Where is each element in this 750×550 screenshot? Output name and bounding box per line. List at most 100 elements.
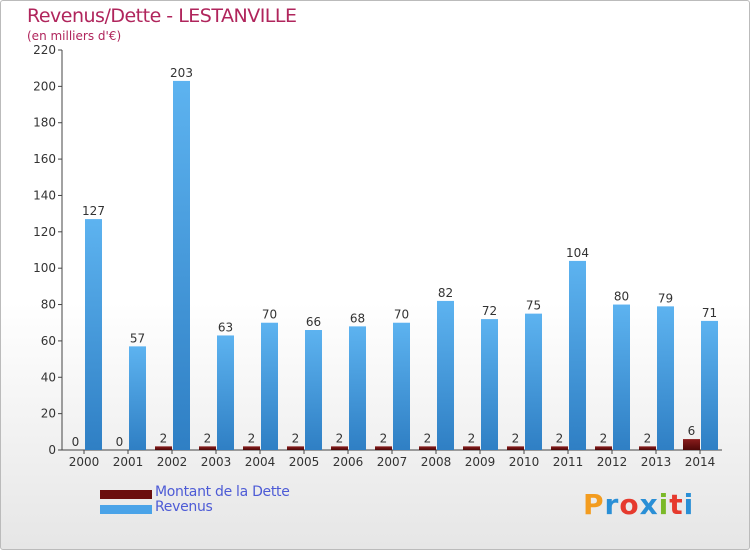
bar-revenus [85, 219, 102, 450]
data-label-revenus: 70 [394, 308, 409, 322]
bar-dette [199, 446, 216, 450]
bar-revenus [305, 330, 322, 450]
data-label-revenus: 80 [614, 290, 629, 304]
bar-revenus [657, 306, 674, 450]
data-label-revenus: 82 [438, 286, 453, 300]
data-label-dette: 2 [424, 431, 432, 445]
bar-dette [683, 439, 700, 450]
proxiti-logo: Proxiti [583, 488, 694, 521]
y-tick-label: 160 [33, 152, 56, 166]
x-tick-label: 2013 [641, 455, 672, 469]
data-label-revenus: 127 [82, 204, 105, 218]
y-tick-label: 100 [33, 261, 56, 275]
logo-letter: x [639, 488, 659, 521]
bar-revenus [349, 326, 366, 450]
bar-dette [331, 446, 348, 450]
x-tick-label: 2008 [421, 455, 452, 469]
data-label-dette: 2 [380, 431, 388, 445]
logo-letter: P [583, 488, 605, 521]
bar-dette [243, 446, 260, 450]
legend-label-revenus: Revenus [155, 499, 213, 515]
chart-subtitle: (en milliers d'€) [27, 29, 122, 43]
x-tick-label: 2001 [113, 455, 144, 469]
x-tick-label: 2012 [597, 455, 628, 469]
y-tick-label: 80 [41, 298, 56, 312]
bar-revenus [261, 322, 278, 450]
data-label-dette: 2 [600, 431, 608, 445]
data-label-dette: 6 [688, 424, 696, 438]
x-tick-label: 2010 [509, 455, 540, 469]
bar-dette [595, 446, 612, 450]
x-tick-label: 2000 [69, 455, 100, 469]
data-label-dette: 2 [644, 431, 652, 445]
data-label-dette: 2 [468, 431, 476, 445]
data-label-revenus: 70 [262, 308, 277, 322]
bar-revenus [129, 346, 146, 450]
bar-revenus [217, 335, 234, 450]
data-label-revenus: 104 [566, 246, 589, 260]
y-tick-label: 20 [41, 407, 56, 421]
logo-letter: t [669, 488, 684, 521]
bar-chart: 0204060801001201401601802002202000012720… [33, 43, 722, 469]
data-label-revenus: 75 [526, 299, 541, 313]
bar-dette [639, 446, 656, 450]
logo-letter: i [658, 488, 670, 521]
x-tick-label: 2004 [245, 455, 276, 469]
logo-letter: o [619, 488, 640, 521]
data-label-revenus: 68 [350, 311, 365, 325]
legend-swatch-revenus [100, 505, 152, 514]
x-tick-label: 2002 [157, 455, 188, 469]
logo-letter: r [604, 488, 620, 521]
data-label-dette: 0 [72, 435, 80, 449]
bar-dette [419, 446, 436, 450]
data-label-revenus: 66 [306, 315, 321, 329]
data-label-revenus: 71 [702, 306, 717, 320]
data-label-revenus: 72 [482, 304, 497, 318]
bar-revenus [393, 322, 410, 450]
x-tick-label: 2011 [553, 455, 584, 469]
bar-revenus [613, 304, 630, 450]
y-tick-label: 220 [33, 43, 56, 57]
bar-dette [287, 446, 304, 450]
x-tick-label: 2006 [333, 455, 364, 469]
data-label-revenus: 63 [218, 320, 233, 334]
bar-dette [551, 446, 568, 450]
bar-dette [375, 446, 392, 450]
x-tick-label: 2007 [377, 455, 408, 469]
data-label-dette: 2 [248, 431, 256, 445]
bar-revenus [437, 300, 454, 450]
data-label-revenus: 203 [170, 66, 193, 80]
bar-revenus [173, 80, 190, 450]
legend-label-dette: Montant de la Dette [155, 484, 290, 500]
data-label-revenus: 57 [130, 331, 145, 345]
data-label-dette: 2 [512, 431, 520, 445]
bar-dette [463, 446, 480, 450]
data-label-dette: 2 [556, 431, 564, 445]
y-tick-label: 180 [33, 116, 56, 130]
legend-swatch-dette [100, 490, 152, 499]
bar-dette [155, 446, 172, 450]
data-label-revenus: 79 [658, 291, 673, 305]
bar-revenus [481, 319, 498, 450]
data-label-dette: 2 [160, 431, 168, 445]
y-tick-label: 60 [41, 334, 56, 348]
y-tick-label: 0 [48, 443, 56, 457]
data-label-dette: 2 [204, 431, 212, 445]
x-tick-label: 2014 [685, 455, 716, 469]
x-tick-label: 2009 [465, 455, 496, 469]
data-label-dette: 2 [292, 431, 300, 445]
y-tick-label: 120 [33, 225, 56, 239]
bar-dette [507, 446, 524, 450]
x-tick-label: 2003 [201, 455, 232, 469]
x-tick-label: 2005 [289, 455, 320, 469]
y-tick-label: 40 [41, 370, 56, 384]
bar-revenus [701, 320, 718, 450]
y-tick-label: 200 [33, 79, 56, 93]
bar-revenus [525, 313, 542, 450]
chart-title: Revenus/Dette - LESTANVILLE [27, 5, 297, 27]
data-label-dette: 0 [116, 435, 124, 449]
logo-letter: i [683, 488, 695, 521]
data-label-dette: 2 [336, 431, 344, 445]
bar-revenus [569, 260, 586, 450]
